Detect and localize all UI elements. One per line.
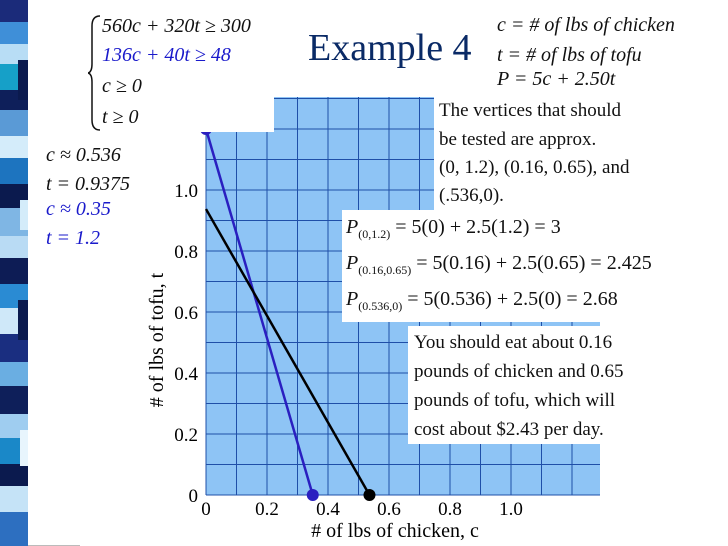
- y-tick-label: 0.8: [174, 242, 198, 263]
- constraint-line-1: [204, 128, 314, 496]
- x-tick-label: 0.8: [438, 499, 462, 520]
- evaluation-3: P(0.536,0) = 5(0.536) + 2.5(0) = 2.68: [346, 288, 618, 313]
- constraint-lines: [200, 123, 376, 501]
- intercept-blue-c: c ≈ 0.35: [46, 198, 111, 220]
- inequality-2: 136c + 40t ≥ 48: [102, 44, 231, 66]
- y-axis-label: # of lbs of tofu, t: [146, 272, 168, 407]
- conclusion-line-3: pounds of tofu, which will: [414, 390, 616, 411]
- x-tick-label: 0.6: [377, 499, 401, 520]
- y-tick-label: 0.2: [174, 425, 198, 446]
- evaluations: P(0,1.2) = 5(0) + 2.5(1.2) = 3 P(0.16,0.…: [342, 210, 652, 322]
- vertex-point-3: [363, 489, 376, 501]
- vertices-note-line-1: The vertices that should: [439, 100, 622, 121]
- intercepts-black: c ≈ 0.536 t = 0.9375: [42, 142, 150, 200]
- intercepts-blue: c ≈ 0.35 t = 1.2: [42, 198, 128, 256]
- y-tick-label: 0.4: [174, 364, 198, 385]
- decorative-stripe-bar: [0, 0, 28, 546]
- definition-c: c = # of lbs of chicken: [497, 14, 675, 36]
- x-axis-label-text: # of lbs of chicken, c: [311, 520, 479, 542]
- x-tick-label: 0: [201, 499, 211, 520]
- definition-t: t = # of lbs of tofu: [497, 44, 642, 66]
- intercept-blue-t: t = 1.2: [46, 227, 101, 249]
- conclusion-note: You should eat about 0.16 pounds of chic…: [408, 326, 684, 444]
- constraint-line-2: [204, 208, 371, 496]
- vertices-note-line-4: (.536,0).: [439, 185, 504, 206]
- evaluation-1-point: (0,1.2): [358, 227, 391, 241]
- inequality-1: 560c + 320t ≥ 300: [102, 15, 251, 37]
- x-tick-label: 0.2: [255, 499, 279, 520]
- axis-ticks: 0 0.2 0.4 0.6 0.8 1.0 0 0.2 0.4 0.6 0.8 1.0: [174, 181, 523, 520]
- conclusion-line-1: You should eat about 0.16: [414, 332, 613, 353]
- intercept-black-t: t = 0.9375: [46, 173, 131, 195]
- page-title: Example 4: [308, 27, 472, 69]
- definition-p: P = 5c + 2.50t: [497, 68, 616, 90]
- conclusion-line-2: pounds of chicken and 0.65: [414, 361, 624, 382]
- intercept-black-c: c ≈ 0.536: [46, 144, 121, 166]
- y-axis-label-text: # of lbs of tofu, t: [146, 272, 168, 407]
- y-tick-label: 0.6: [174, 303, 198, 324]
- inequality-4: t ≥ 0: [102, 106, 139, 128]
- conclusion-line-4: cost about $2.43 per day.: [414, 419, 604, 440]
- evaluation-2: P(0.16,0.65) = 5(0.16) + 2.5(0.65) = 2.4…: [346, 252, 652, 277]
- vertices-note: The vertices that should be tested are a…: [434, 96, 686, 210]
- evaluation-3-point: (0.536,0): [358, 299, 403, 313]
- vertices-note-line-3: (0, 1.2), (0.16, 0.65), and: [439, 157, 630, 178]
- evaluation-1: P(0,1.2) = 5(0) + 2.5(1.2) = 3: [346, 216, 561, 241]
- evaluation-2-expr: = 5(0.16) + 2.5(0.65) = 2.425: [416, 252, 652, 274]
- inequality-system: 560c + 320t ≥ 300 136c + 40t ≥ 48 c ≥ 0 …: [84, 12, 274, 132]
- x-tick-label: 0.4: [316, 499, 340, 520]
- vertex-point-2: [306, 489, 319, 501]
- brace-icon: [88, 15, 101, 131]
- evaluation-1-expr: = 5(0) + 2.5(1.2) = 3: [395, 216, 561, 238]
- evaluation-2-point: (0.16,0.65): [358, 263, 412, 277]
- x-tick-label: 1.0: [499, 499, 523, 520]
- x-axis-label: # of lbs of chicken, c: [311, 520, 479, 542]
- y-tick-label: 0: [189, 486, 199, 507]
- vertices-note-line-2: be tested are approx.: [439, 129, 597, 150]
- inequality-3: c ≥ 0: [102, 75, 142, 97]
- y-tick-label: 1.0: [174, 181, 198, 202]
- evaluation-3-expr: = 5(0.536) + 2.5(0) = 2.68: [407, 288, 618, 310]
